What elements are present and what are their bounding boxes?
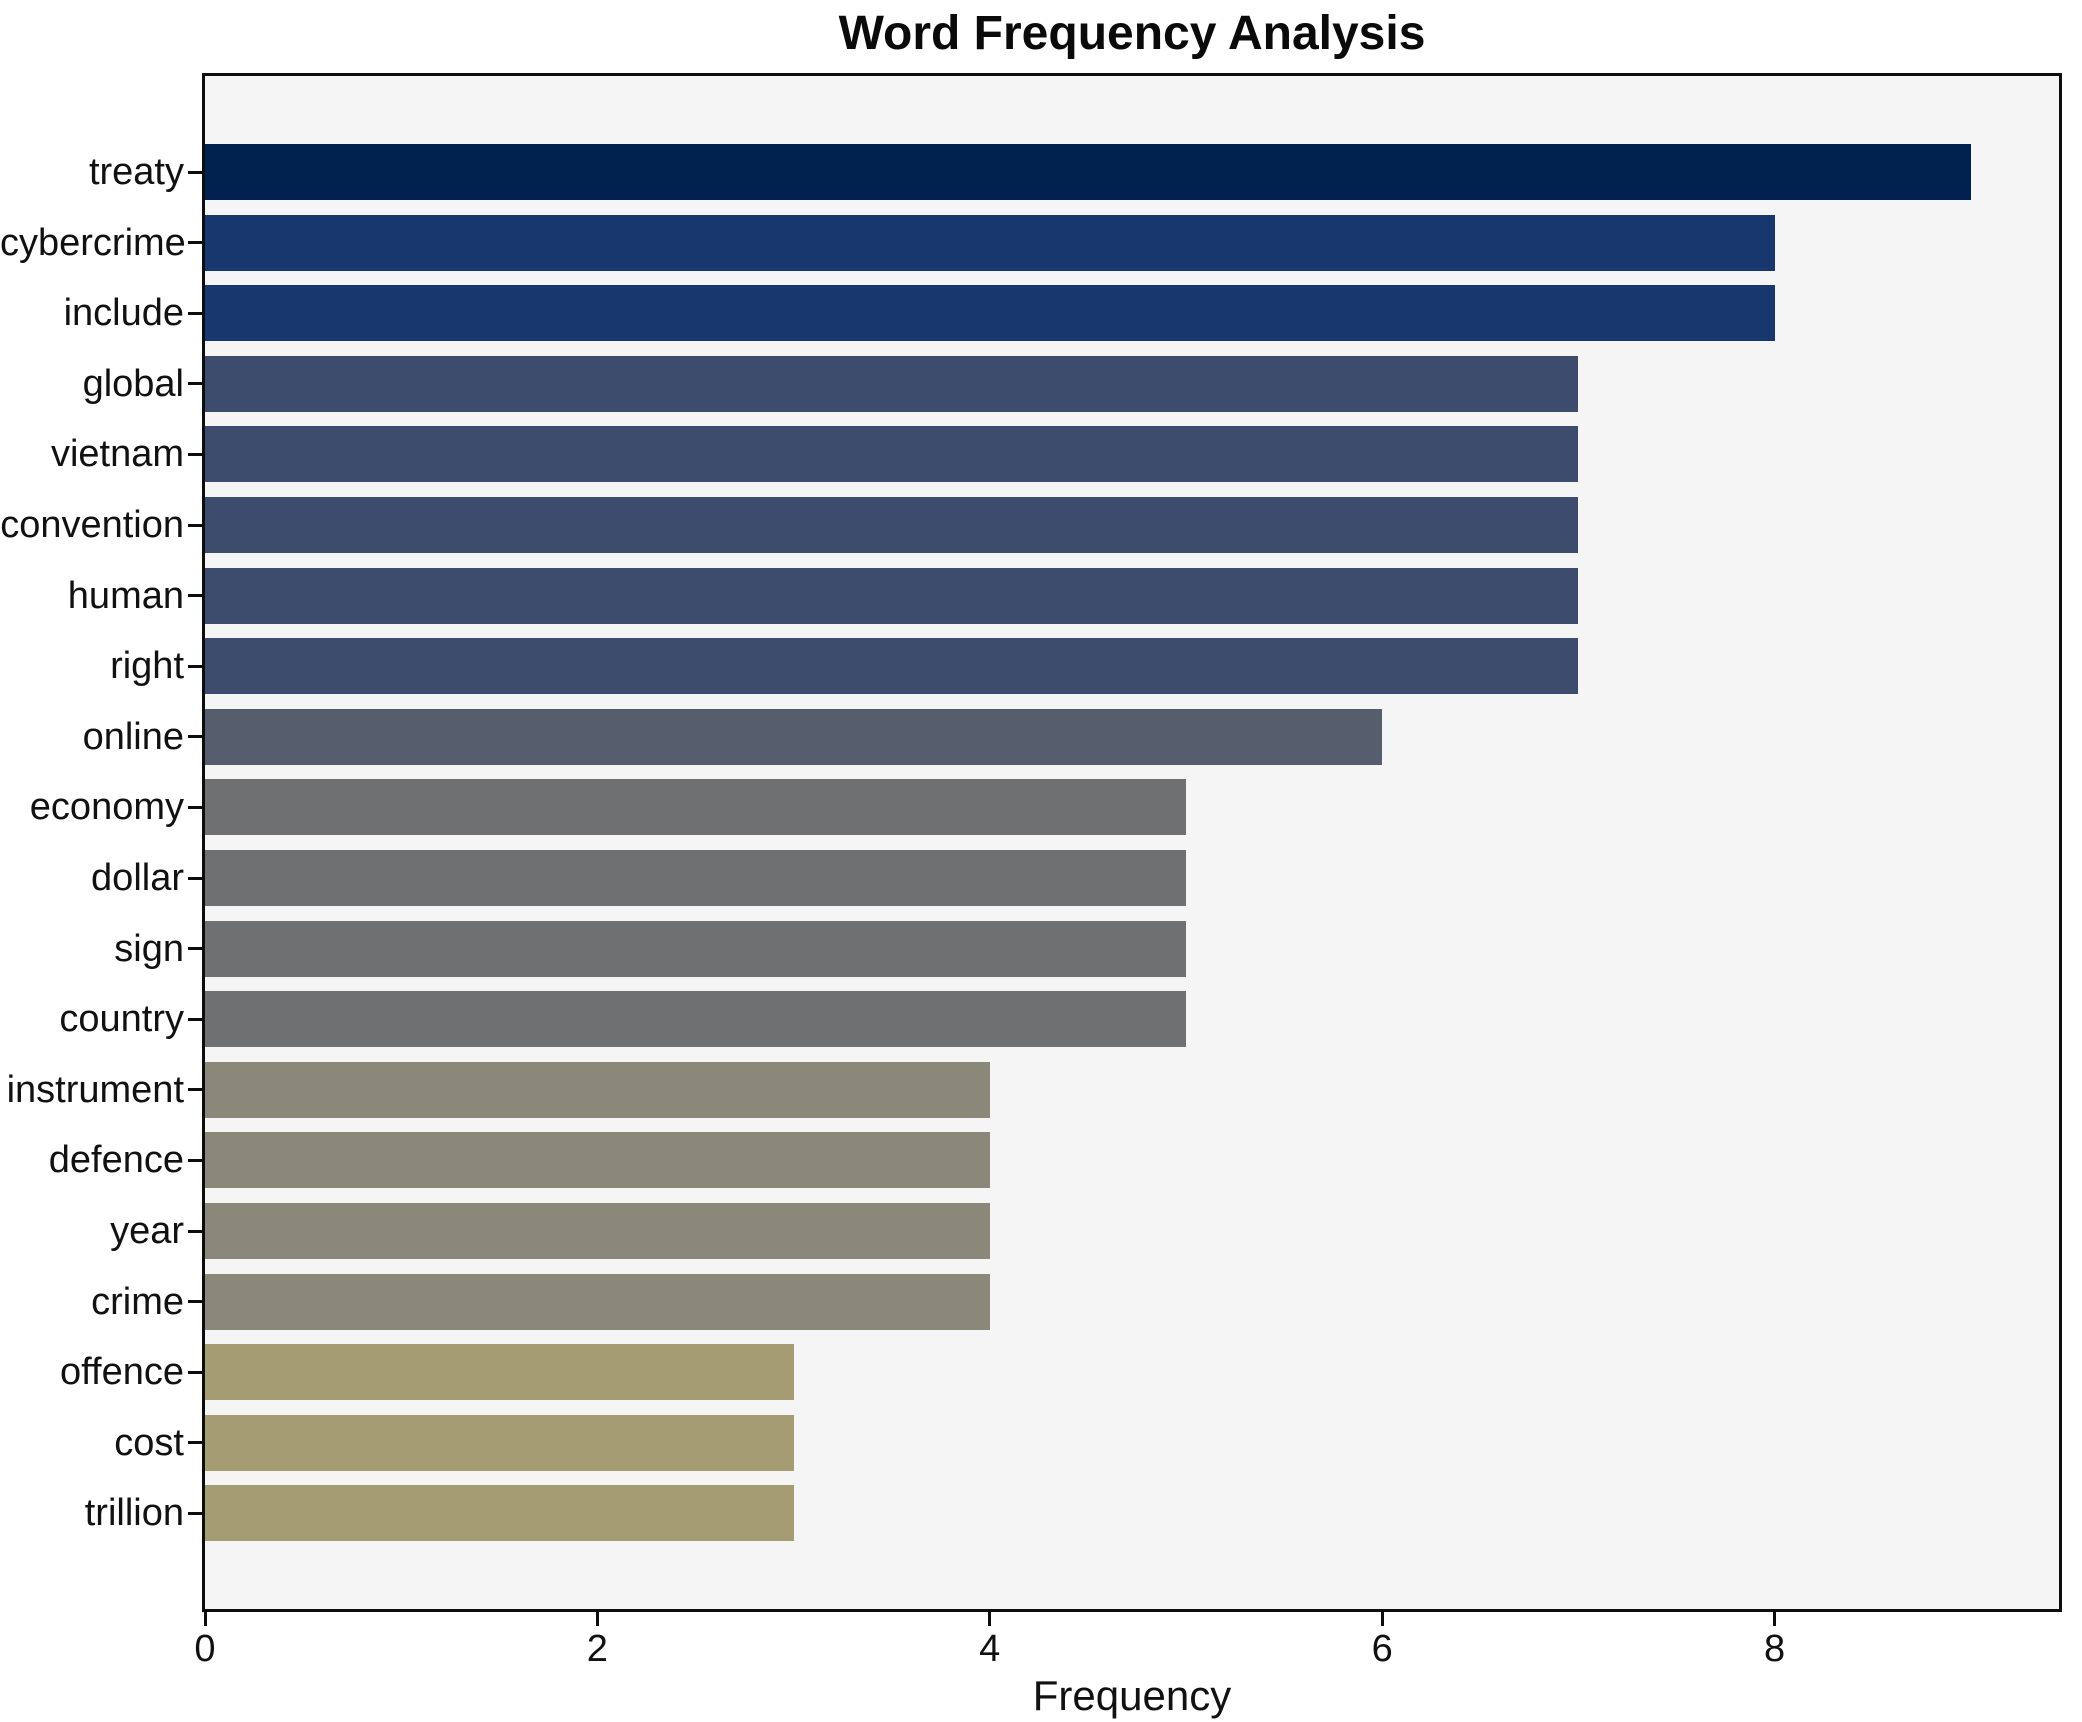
y-tick-label-crime: crime	[91, 1280, 184, 1323]
y-tick-mark	[188, 664, 202, 668]
chart-title: Word Frequency Analysis	[838, 7, 1426, 60]
y-tick-mark	[188, 1300, 202, 1304]
x-tick-mark	[1773, 1612, 1777, 1626]
bar-human	[205, 567, 1579, 624]
bar-cybercrime	[205, 214, 1775, 271]
y-tick-mark	[188, 311, 202, 315]
x-tick-mark	[595, 1612, 599, 1626]
y-tick-mark	[188, 876, 202, 880]
y-tick-label-economy: economy	[29, 786, 184, 829]
bar-include	[205, 285, 1775, 342]
x-tick-mark	[203, 1612, 207, 1626]
x-tick-mark	[1380, 1612, 1384, 1626]
x-axis-label: Frequency	[1032, 1672, 1232, 1719]
y-tick-label-treaty: treaty	[88, 151, 184, 193]
y-tick-mark	[188, 594, 202, 598]
y-tick-mark	[188, 805, 202, 809]
bar-offence	[205, 1344, 794, 1401]
bar-online	[205, 708, 1383, 765]
bar-convention	[205, 497, 1579, 553]
bar-trillion	[205, 1485, 794, 1542]
bar-instrument	[205, 1061, 990, 1118]
y-tick-label-dollar: dollar	[91, 857, 184, 899]
x-tick-label-0: 0	[194, 1628, 216, 1670]
y-tick-label-convention: convention	[0, 504, 184, 546]
bar-vietnam	[205, 426, 1579, 483]
y-tick-label-offence: offence	[60, 1351, 184, 1394]
y-tick-label-sign: sign	[114, 927, 184, 970]
y-tick-mark	[188, 241, 202, 245]
y-tick-mark	[188, 452, 202, 456]
y-tick-mark	[188, 1229, 202, 1233]
bar-cost	[205, 1414, 794, 1471]
bar-economy	[205, 779, 1186, 836]
y-tick-mark	[188, 735, 202, 739]
y-tick-mark	[188, 523, 202, 527]
y-tick-label-online: online	[82, 715, 184, 758]
y-tick-label-vietnam: vietnam	[50, 433, 184, 476]
y-tick-mark	[188, 1511, 202, 1515]
y-tick-label-right: right	[110, 645, 184, 688]
bar-crime	[205, 1273, 990, 1330]
y-tick-mark	[188, 382, 202, 386]
y-tick-label-trillion: trillion	[84, 1492, 184, 1535]
x-tick-label-8: 8	[1763, 1628, 1786, 1670]
y-tick-label-cybercrime: cybercrime	[0, 221, 186, 264]
y-tick-mark	[188, 1088, 202, 1092]
y-tick-label-cost: cost	[114, 1421, 184, 1464]
y-tick-mark	[188, 1441, 202, 1445]
y-tick-label-instrument: instrument	[6, 1068, 184, 1111]
bar-year	[205, 1203, 990, 1259]
bar-treaty	[205, 144, 1971, 200]
bar-defence	[205, 1132, 990, 1189]
bar-right	[205, 638, 1579, 695]
y-tick-mark	[188, 170, 202, 174]
plot-area	[202, 73, 2062, 1612]
x-tick-label-4: 4	[979, 1628, 1001, 1670]
bar-sign	[205, 920, 1186, 977]
y-tick-mark	[188, 1370, 202, 1374]
x-tick-label-2: 2	[586, 1628, 608, 1670]
bar-country	[205, 991, 1186, 1048]
y-tick-label-global: global	[82, 362, 184, 405]
y-tick-label-year: year	[110, 1210, 184, 1252]
y-tick-mark	[188, 1017, 202, 1021]
bar-dollar	[205, 850, 1186, 906]
y-tick-label-defence: defence	[48, 1139, 184, 1182]
x-tick-label-6: 6	[1371, 1628, 1393, 1670]
y-tick-label-country: country	[59, 998, 184, 1041]
y-tick-mark	[188, 1158, 202, 1162]
y-tick-label-include: include	[63, 292, 184, 335]
y-tick-mark	[188, 947, 202, 951]
bar-global	[205, 355, 1579, 412]
x-tick-mark	[988, 1612, 992, 1626]
y-tick-label-human: human	[67, 574, 184, 617]
